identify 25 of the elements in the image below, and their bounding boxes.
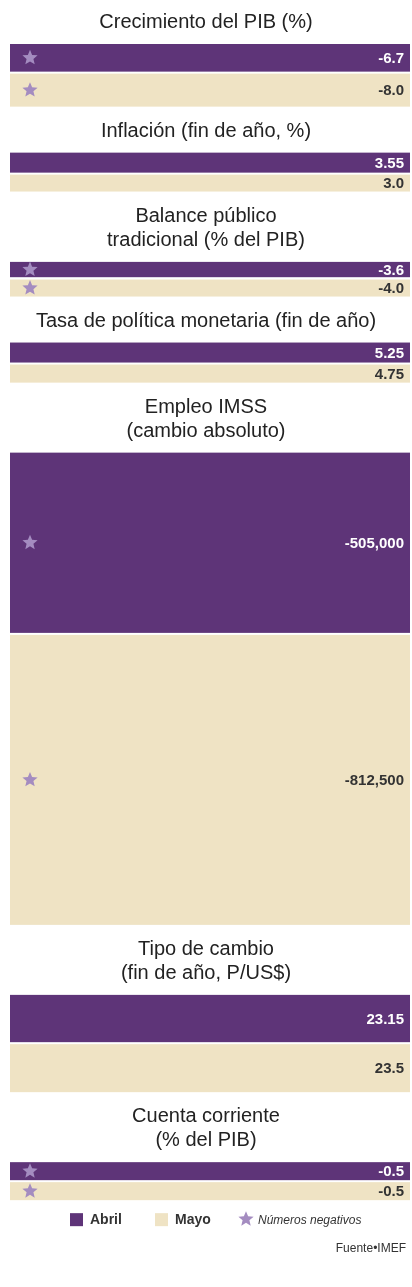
- text: Tipo de cambio (fin de año, P/US$): [120, 936, 292, 983]
- data-label: -6.7: [378, 48, 404, 66]
- text: Inflación (fin de año, %): [100, 118, 312, 141]
- data-label: 3.0: [383, 174, 404, 192]
- text: Cuenta corriente (% del PIB): [132, 1104, 280, 1151]
- data-label: -812,500: [344, 770, 404, 788]
- data-label: -4.0: [378, 279, 404, 297]
- data-label: -3.6: [378, 260, 404, 278]
- text: Balance público tradicional (% del PIB): [107, 203, 305, 250]
- data-label: 3.55: [374, 153, 404, 171]
- data-label: -0.5: [378, 1182, 404, 1200]
- data-label: 5.25: [374, 343, 404, 361]
- text: Tasa de política monetaria (fin de año): [35, 308, 377, 331]
- source-note: Fuente•IMEF: [335, 1241, 406, 1256]
- data-label: -505,000: [344, 533, 404, 551]
- text: Crecimiento del PIB (%): [99, 10, 313, 32]
- data-label: -8.0: [378, 81, 404, 99]
- data-label: 4.75: [374, 364, 404, 382]
- data-label: 23.15: [366, 1009, 404, 1027]
- text: Abril: [90, 1211, 122, 1228]
- data-label: 23.5: [374, 1059, 404, 1077]
- text: Números negativos: [258, 1213, 362, 1228]
- data-label: -0.5: [378, 1162, 404, 1180]
- text: Empleo IMSS (cambio absoluto): [126, 394, 286, 441]
- text: Mayo: [175, 1211, 211, 1228]
